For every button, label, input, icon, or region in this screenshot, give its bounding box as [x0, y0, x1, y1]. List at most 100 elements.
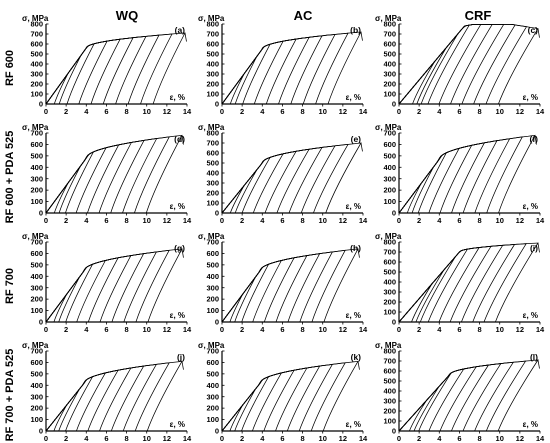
x-tick-label: 6 [104, 216, 108, 225]
stress-strain-cycle [221, 263, 270, 323]
y-tick-label: 200 [30, 186, 43, 195]
fracture-mark [184, 32, 187, 42]
x-tick-label: 4 [437, 325, 442, 334]
x-tick-label: 0 [220, 107, 224, 116]
stress-strain-cycle [221, 367, 308, 432]
y-tick-label: 500 [206, 50, 219, 59]
x-tick-label: 10 [143, 434, 151, 443]
fracture-mark [181, 361, 184, 370]
y-tick-label: 300 [30, 70, 43, 79]
x-tick-label: 10 [496, 325, 504, 334]
panel-label: (i) [530, 243, 538, 253]
y-tick-label: 500 [383, 268, 396, 277]
y-tick-label: 200 [383, 407, 396, 416]
stress-strain-cycle [45, 38, 121, 105]
y-tick-label: 300 [30, 174, 43, 183]
stress-strain-cycle [398, 244, 504, 323]
x-tick-label: 0 [220, 216, 224, 225]
chart-panel: 0 100 200 300 400 500 600 700 0 2 4 6 8 10 12 14 σ, MPa ε… [198, 341, 368, 443]
y-tick-label: 700 [383, 30, 396, 39]
y-tick-label: 500 [206, 369, 219, 378]
y-tick-label: 600 [30, 358, 43, 367]
stress-strain-cycle [221, 362, 346, 432]
y-tick-label: 300 [206, 283, 219, 292]
x-tick-label: 8 [477, 434, 481, 443]
stress-strain-cycle [221, 249, 346, 323]
x-tick-label: 2 [417, 216, 421, 225]
y-tick-label: 100 [30, 197, 43, 206]
x-tick-label: 10 [319, 434, 327, 443]
y-tick-label: 700 [30, 30, 43, 39]
stress-strain-cycle [221, 253, 321, 323]
stress-strain-cycle [45, 35, 147, 105]
y-tick-label: 800 [206, 129, 219, 138]
x-tick-label: 6 [104, 107, 108, 116]
x-tick-label: 14 [183, 325, 192, 334]
stress-strain-cycle [221, 36, 310, 105]
x-tick-label: 14 [183, 434, 192, 443]
x-axis-label: ε, % [346, 202, 361, 211]
chart-panel: 0 100 200 300 400 500 600 700 0 2 4 6 8 10 12 14 σ, MPa ε… [22, 341, 192, 443]
y-axis-label: σ, MPa [375, 123, 402, 132]
y-tick-label: 500 [30, 151, 43, 160]
y-tick-label: 400 [206, 60, 219, 69]
x-tick-label: 2 [417, 325, 421, 334]
stress-strain-cycle [45, 372, 107, 432]
x-tick-label: 14 [359, 216, 368, 225]
y-tick-label: 0 [392, 100, 396, 109]
x-tick-label: 14 [359, 434, 368, 443]
stress-strain-cycle [45, 134, 183, 214]
x-tick-label: 2 [64, 216, 68, 225]
x-tick-label: 4 [260, 434, 265, 443]
stress-strain-cycle [398, 24, 471, 105]
stress-strain-cycle [221, 143, 349, 214]
stress-strain-cycle [221, 255, 308, 323]
x-tick-label: 0 [44, 107, 48, 116]
y-tick-label: 600 [383, 140, 396, 149]
x-tick-label: 14 [536, 216, 545, 225]
y-tick-label: 500 [206, 260, 219, 269]
x-tick-label: 2 [417, 434, 421, 443]
stress-strain-cycle [398, 244, 516, 323]
x-tick-label: 6 [280, 107, 284, 116]
stress-strain-cycle [45, 144, 120, 214]
y-tick-label: 600 [30, 249, 43, 258]
chart-panel: 0 100 200 300 400 500 600 700 0 2 4 6 8 10 12 14 σ, MPa ε… [198, 232, 368, 334]
x-tick-label: 10 [319, 216, 327, 225]
y-tick-label: 100 [383, 197, 396, 206]
x-axis-label: ε, % [346, 420, 361, 429]
x-tick-label: 0 [397, 434, 401, 443]
y-axis-label: σ, MPa [198, 123, 225, 132]
y-tick-label: 100 [383, 417, 396, 426]
x-axis-label: ε, % [170, 311, 185, 320]
y-tick-label: 0 [215, 209, 219, 218]
x-tick-label: 0 [397, 107, 401, 116]
y-tick-label: 100 [206, 306, 219, 315]
x-tick-label: 12 [163, 107, 171, 116]
x-tick-label: 8 [477, 325, 481, 334]
x-tick-label: 8 [124, 216, 128, 225]
stress-strain-cycle [45, 263, 94, 323]
x-tick-label: 0 [44, 434, 48, 443]
stress-strain-cycle [398, 359, 539, 432]
y-tick-label: 700 [383, 248, 396, 257]
y-tick-label: 200 [30, 404, 43, 413]
y-tick-label: 100 [30, 415, 43, 424]
x-tick-label: 8 [124, 325, 128, 334]
y-axis-label: σ, MPa [22, 232, 49, 241]
panel-label: (e) [351, 134, 362, 144]
x-tick-label: 10 [496, 216, 504, 225]
stress-strain-cycle [221, 369, 295, 432]
x-tick-label: 6 [457, 107, 461, 116]
chart-panel: 0 100 200 300 400 500 600 700 0 2 4 6 8 10 12 14 σ, MPa ε… [375, 123, 545, 225]
x-tick-label: 12 [516, 107, 524, 116]
stress-strain-cycle [398, 134, 536, 214]
y-axis-label: σ, MPa [375, 232, 402, 241]
y-tick-label: 0 [39, 318, 43, 327]
stress-strain-cycle [45, 138, 158, 214]
x-tick-label: 14 [536, 325, 545, 334]
stress-strain-cycle [221, 360, 359, 432]
y-tick-label: 400 [206, 169, 219, 178]
x-tick-label: 14 [536, 107, 545, 116]
